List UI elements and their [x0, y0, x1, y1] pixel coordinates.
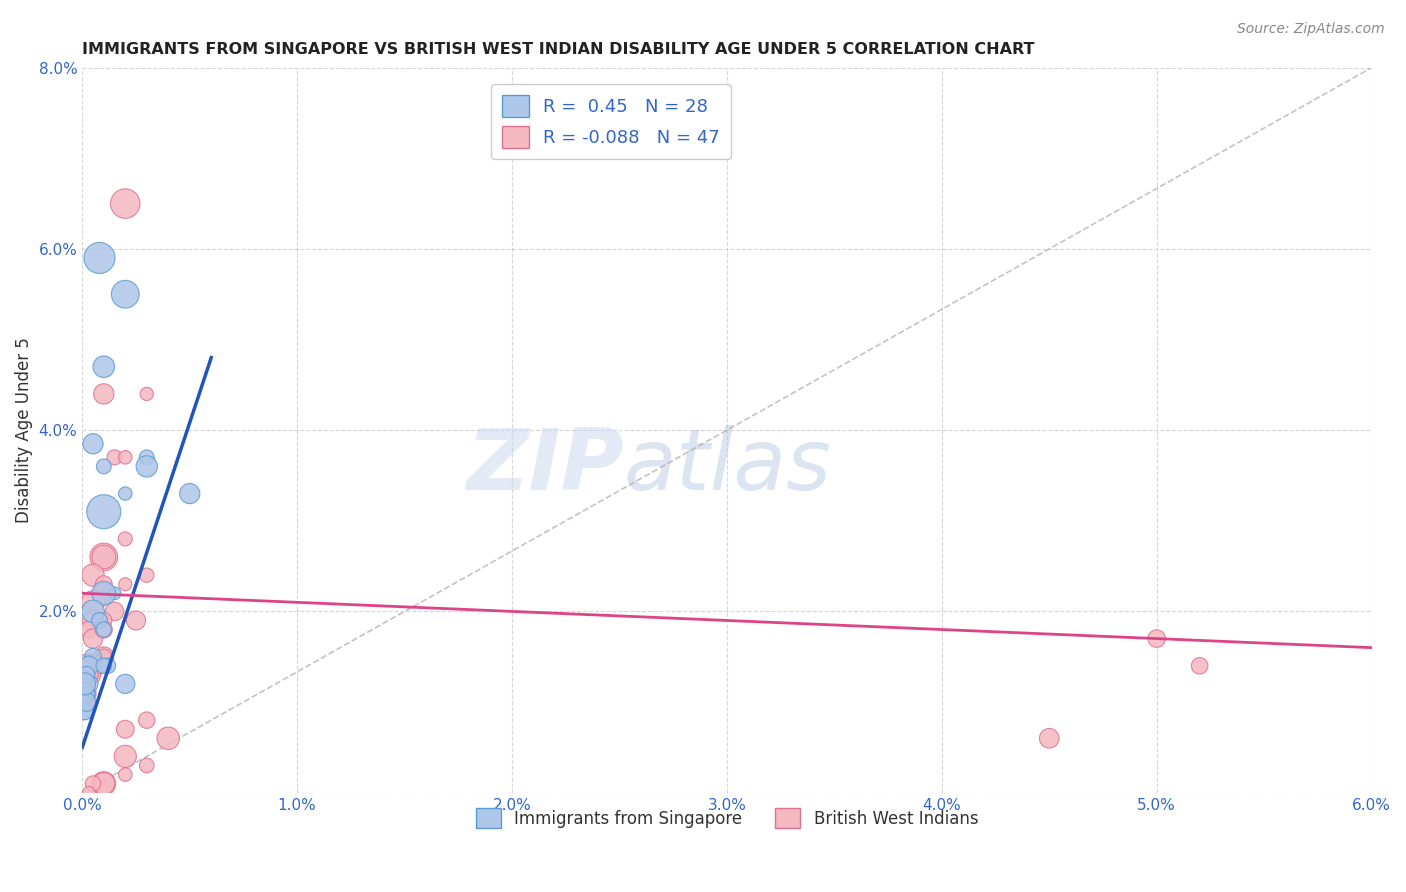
- Point: [114, 486, 136, 500]
- Point: [93, 614, 115, 628]
- Point: [73, 704, 96, 718]
- Point: [97, 658, 120, 673]
- Point: [114, 532, 136, 546]
- Point: [76, 668, 98, 682]
- Point: [103, 450, 125, 465]
- Point: [93, 776, 115, 790]
- Point: [114, 723, 136, 737]
- Point: [135, 568, 157, 582]
- Point: [114, 749, 136, 764]
- Point: [93, 586, 115, 600]
- Point: [179, 486, 201, 500]
- Point: [73, 677, 96, 691]
- Point: [103, 586, 125, 600]
- Point: [82, 604, 104, 618]
- Point: [82, 776, 104, 790]
- Point: [82, 658, 104, 673]
- Point: [157, 731, 180, 746]
- Point: [1188, 658, 1211, 673]
- Point: [114, 450, 136, 465]
- Point: [93, 549, 115, 564]
- Point: [73, 677, 96, 691]
- Point: [77, 668, 100, 682]
- Point: [114, 677, 136, 691]
- Point: [77, 786, 100, 800]
- Point: [73, 658, 96, 673]
- Point: [82, 595, 104, 609]
- Legend: Immigrants from Singapore, British West Indians: Immigrants from Singapore, British West …: [468, 801, 986, 835]
- Point: [1038, 731, 1060, 746]
- Text: IMMIGRANTS FROM SINGAPORE VS BRITISH WEST INDIAN DISABILITY AGE UNDER 5 CORRELAT: IMMIGRANTS FROM SINGAPORE VS BRITISH WES…: [83, 42, 1035, 57]
- Point: [93, 649, 115, 664]
- Point: [76, 695, 98, 709]
- Point: [114, 196, 136, 211]
- Point: [135, 459, 157, 474]
- Point: [93, 776, 115, 790]
- Text: Source: ZipAtlas.com: Source: ZipAtlas.com: [1237, 22, 1385, 37]
- Point: [82, 649, 104, 664]
- Point: [103, 604, 125, 618]
- Point: [93, 623, 115, 637]
- Text: ZIP: ZIP: [467, 425, 624, 508]
- Point: [82, 614, 104, 628]
- Point: [1146, 632, 1168, 646]
- Point: [76, 695, 98, 709]
- Text: atlas: atlas: [624, 425, 832, 508]
- Point: [114, 577, 136, 591]
- Point: [73, 695, 96, 709]
- Point: [135, 387, 157, 401]
- Point: [77, 658, 100, 673]
- Point: [76, 668, 98, 682]
- Point: [73, 686, 96, 700]
- Point: [135, 450, 157, 465]
- Point: [93, 359, 115, 374]
- Point: [93, 505, 115, 519]
- Point: [89, 251, 111, 265]
- Point: [93, 623, 115, 637]
- Point: [93, 577, 115, 591]
- Point: [114, 287, 136, 301]
- Point: [77, 677, 100, 691]
- Point: [114, 767, 136, 781]
- Point: [93, 649, 115, 664]
- Point: [93, 586, 115, 600]
- Point: [82, 436, 104, 450]
- Point: [93, 658, 115, 673]
- Point: [125, 614, 148, 628]
- Point: [93, 387, 115, 401]
- Y-axis label: Disability Age Under 5: Disability Age Under 5: [15, 337, 32, 523]
- Point: [73, 677, 96, 691]
- Point: [93, 549, 115, 564]
- Point: [89, 614, 111, 628]
- Point: [93, 459, 115, 474]
- Point: [77, 623, 100, 637]
- Point: [73, 686, 96, 700]
- Point: [73, 704, 96, 718]
- Point: [73, 695, 96, 709]
- Point: [135, 713, 157, 727]
- Point: [73, 686, 96, 700]
- Point: [82, 568, 104, 582]
- Point: [135, 758, 157, 772]
- Point: [82, 632, 104, 646]
- Point: [82, 658, 104, 673]
